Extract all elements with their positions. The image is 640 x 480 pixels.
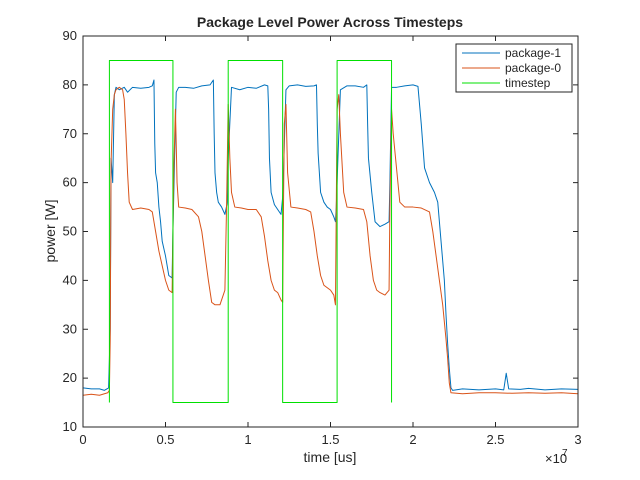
- y-tick-label: 10: [63, 419, 77, 434]
- legend: package-1 package-0 timestep: [455, 43, 573, 93]
- series-line-package-0: [82, 86, 579, 396]
- x-tick-label: 0: [79, 432, 86, 447]
- y-tick-label: 80: [63, 77, 77, 92]
- y-tick-label: 40: [63, 272, 77, 287]
- y-tick-label: 60: [63, 175, 77, 190]
- series-layer: [82, 59, 579, 404]
- y-tick-label: 20: [63, 370, 77, 385]
- legend-label-timestep: timestep: [505, 76, 551, 90]
- y-axis-label: power [W]: [42, 199, 58, 262]
- plot-area: [83, 36, 578, 427]
- x-tick-label: 3: [574, 432, 581, 447]
- series-line-timestep: [108, 59, 393, 404]
- x-tick-label: 2: [409, 432, 416, 447]
- x-tick-label: 2.5: [486, 432, 504, 447]
- x-tick-label: 0.5: [156, 432, 174, 447]
- y-tick-label: 30: [63, 321, 77, 336]
- ticks-layer: 0 0.5 1 1.5 2 2.5 3 10 20 30 40 50 60 70 80 90: [63, 28, 582, 447]
- x-multiplier-exponent: 7: [562, 448, 568, 459]
- x-multiplier: ×10: [545, 451, 567, 466]
- legend-label-package-1: package-1: [505, 46, 561, 60]
- x-axis-label: time [us]: [304, 449, 357, 465]
- y-tick-label: 70: [63, 126, 77, 141]
- chart-title: Package Level Power Across Timesteps: [197, 14, 463, 30]
- x-tick-label: 1.5: [321, 432, 339, 447]
- y-tick-label: 90: [63, 28, 77, 43]
- y-tick-label: 50: [63, 224, 77, 239]
- x-tick-label: 1: [244, 432, 251, 447]
- legend-label-package-0: package-0: [505, 61, 561, 75]
